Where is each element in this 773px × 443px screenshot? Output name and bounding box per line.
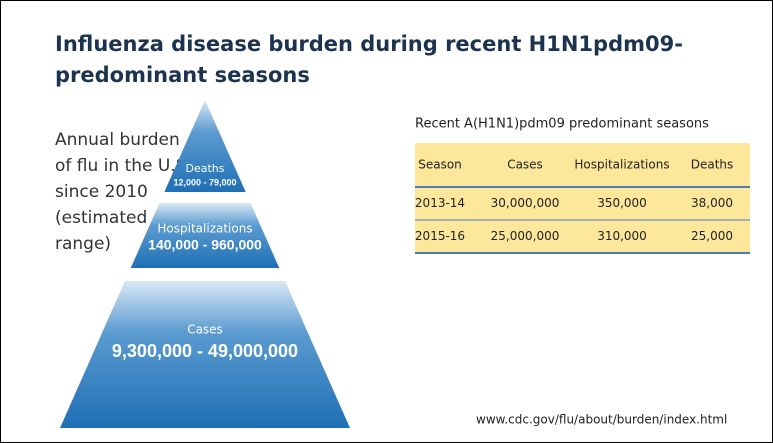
table-header: Season	[418, 158, 462, 172]
side-text: of flu in the U.S.	[55, 156, 192, 176]
title-line: predominant seasons	[55, 63, 310, 87]
pyramid-tier	[164, 100, 246, 192]
table-header: Deaths	[691, 158, 734, 172]
table-cell: 25,000,000	[491, 229, 560, 243]
table-bg	[415, 143, 750, 253]
table-cell: 38,000	[691, 196, 733, 210]
tier-label: Hospitalizations	[157, 222, 252, 236]
footer-url: www.cdc.gov/flu/about/burden/index.html	[476, 413, 727, 427]
side-text: since 2010	[55, 182, 148, 202]
table-title: Recent A(H1N1)pdm09 predominant seasons	[415, 117, 709, 132]
table-cell: 310,000	[597, 229, 647, 243]
pyramid-tier	[130, 203, 280, 268]
table-header: Cases	[507, 158, 543, 172]
table-cell: 350,000	[597, 196, 647, 210]
title-line: Influenza disease burden during recent H…	[55, 32, 683, 56]
tier-label: Deaths	[186, 162, 225, 175]
side-text: range)	[55, 234, 111, 254]
tier-range: 12,000 - 79,000	[173, 177, 236, 187]
pyramid-tier	[60, 281, 350, 428]
table-cell: 2013-14	[415, 196, 465, 210]
table-cell: 30,000,000	[491, 196, 560, 210]
table-cell: 2015-16	[415, 229, 465, 243]
tier-range: 9,300,000 - 49,000,000	[112, 341, 298, 361]
table-cell: 25,000	[691, 229, 733, 243]
side-text: (estimated	[55, 208, 147, 228]
tier-range: 140,000 - 960,000	[148, 237, 262, 253]
table-header: Hospitalizations	[574, 158, 669, 172]
tier-label: Cases	[187, 323, 223, 337]
side-text: Annual burden	[55, 130, 180, 150]
